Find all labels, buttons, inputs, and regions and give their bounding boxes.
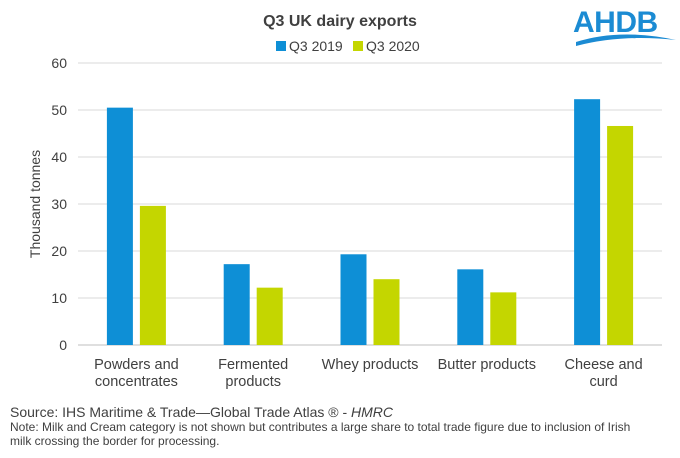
x-axis-categories: Powders and concentrates Fermented products… bbox=[94, 357, 643, 390]
y-tick-label: 20 bbox=[51, 243, 67, 259]
gridlines bbox=[78, 62, 662, 346]
bars bbox=[106, 99, 634, 346]
bar bbox=[256, 287, 283, 345]
y-axis-ticks: 0 10 20 30 40 50 60 bbox=[51, 55, 67, 353]
y-tick-label: 40 bbox=[51, 149, 67, 165]
bar bbox=[607, 125, 634, 345]
x-category-label: Powders and concentrates bbox=[94, 357, 179, 390]
bar bbox=[106, 107, 133, 346]
y-axis-label: Thousand tonnes bbox=[27, 150, 43, 258]
source-label: Source: IHS Maritime & Trade—Global Trad… bbox=[10, 404, 351, 420]
bar-chart: Q3 UK dairy exports Q3 2019 Q3 2020 0 10 20… bbox=[27, 6, 676, 390]
bar bbox=[490, 292, 517, 345]
chart-title: Q3 UK dairy exports bbox=[263, 13, 417, 30]
bar bbox=[373, 279, 400, 345]
bar bbox=[139, 205, 166, 345]
x-category-label: Cheese and curd bbox=[564, 357, 642, 390]
legend-label: Q3 2019 bbox=[289, 38, 343, 54]
logo-swoosh bbox=[576, 34, 676, 46]
legend-swatch bbox=[353, 41, 363, 51]
x-category-label: Fermented products bbox=[218, 357, 288, 390]
y-tick-label: 0 bbox=[59, 337, 67, 353]
legend-swatch bbox=[276, 41, 286, 51]
x-category-label: Whey products bbox=[322, 357, 419, 373]
legend-label: Q3 2020 bbox=[366, 38, 420, 54]
bar bbox=[340, 254, 367, 345]
source-text: Source: IHS Maritime & Trade—Global Trad… bbox=[10, 404, 393, 420]
bar bbox=[574, 99, 601, 345]
bar bbox=[457, 269, 484, 345]
y-tick-label: 30 bbox=[51, 196, 67, 212]
legend: Q3 2019 Q3 2020 bbox=[276, 38, 420, 54]
x-category-label: Butter products bbox=[438, 357, 536, 373]
y-tick-label: 50 bbox=[51, 102, 67, 118]
source-italic: HMRC bbox=[351, 404, 393, 420]
y-tick-label: 60 bbox=[51, 55, 67, 71]
logo-text: AHDB bbox=[573, 6, 658, 39]
ahdb-logo: AHDB bbox=[573, 6, 676, 46]
bar bbox=[223, 264, 250, 345]
note-text: Note: Milk and Cream category is not sho… bbox=[10, 420, 631, 448]
y-tick-label: 10 bbox=[51, 290, 67, 306]
